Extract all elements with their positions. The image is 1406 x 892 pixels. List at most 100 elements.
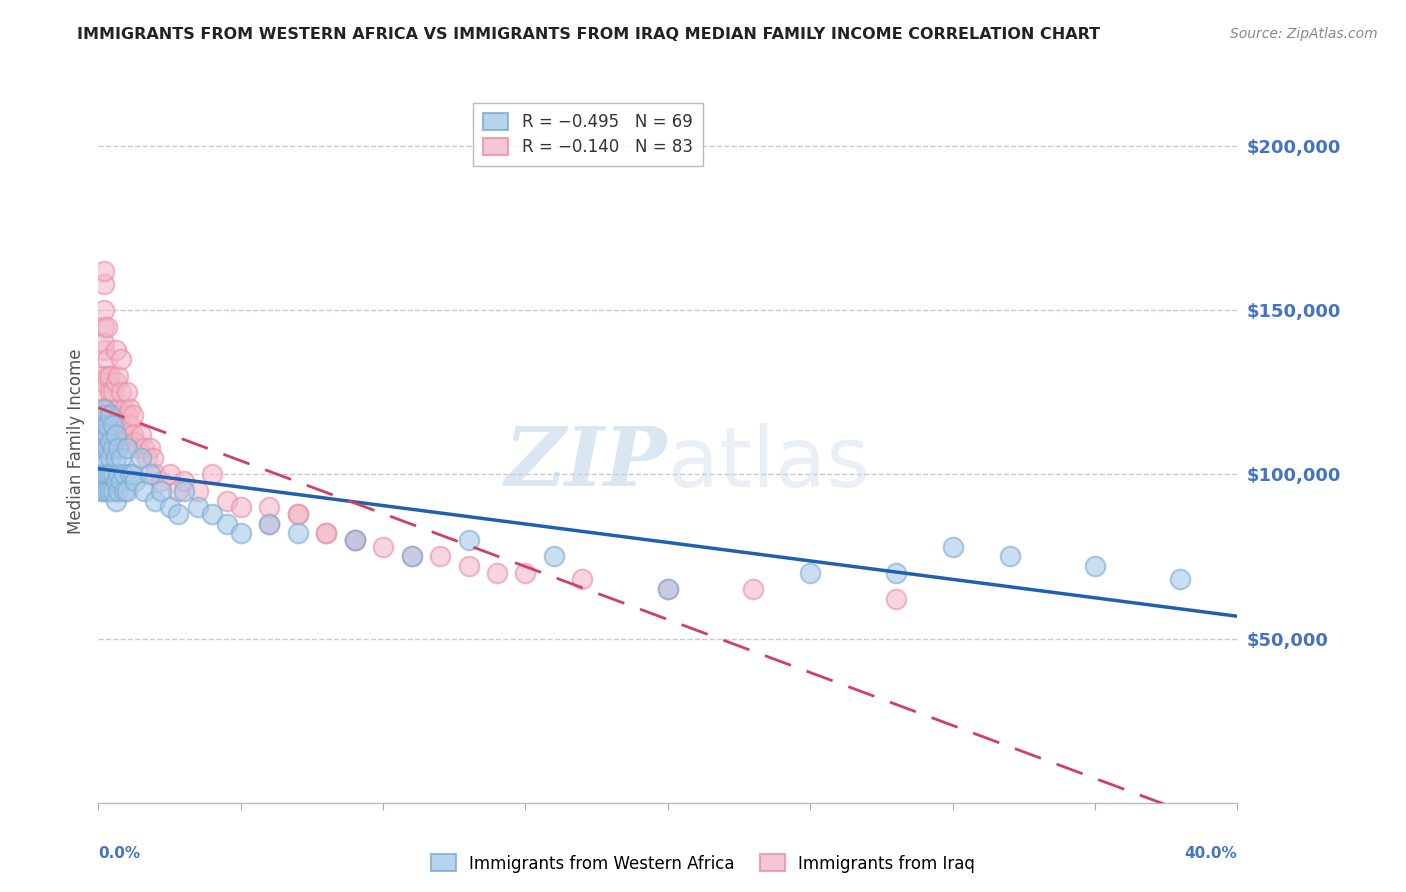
- Point: [96, 428, 118, 442]
- Point: [112, 428, 135, 442]
- Point: [259, 516, 281, 531]
- Point: [98, 409, 121, 423]
- Point: [259, 500, 281, 515]
- Point: [90, 483, 112, 498]
- Point: [145, 493, 167, 508]
- Point: [159, 500, 181, 515]
- Legend: R = −0.495   N = 69, R = −0.140   N = 83: R = −0.495 N = 69, R = −0.140 N = 83: [474, 103, 703, 166]
- Point: [107, 467, 129, 482]
- Point: [343, 533, 366, 547]
- Point: [110, 352, 132, 367]
- Point: [98, 441, 121, 455]
- Point: [201, 507, 224, 521]
- Point: [90, 385, 112, 400]
- Point: [93, 336, 115, 351]
- Point: [93, 409, 115, 423]
- Y-axis label: Median Family Income: Median Family Income: [66, 349, 84, 534]
- Point: [96, 483, 118, 498]
- Point: [90, 368, 112, 383]
- Point: [90, 467, 112, 482]
- Point: [173, 474, 195, 488]
- Point: [115, 441, 138, 455]
- Point: [98, 450, 121, 465]
- Point: [457, 533, 479, 547]
- Point: [93, 434, 115, 449]
- Point: [401, 549, 423, 564]
- Point: [107, 401, 129, 416]
- Point: [215, 516, 238, 531]
- Point: [124, 474, 146, 488]
- Point: [429, 549, 451, 564]
- Point: [942, 540, 965, 554]
- Point: [124, 434, 146, 449]
- Point: [121, 428, 143, 442]
- Point: [118, 401, 141, 416]
- Point: [96, 441, 118, 455]
- Point: [101, 467, 124, 482]
- Point: [90, 418, 112, 433]
- Point: [101, 418, 124, 433]
- Point: [115, 483, 138, 498]
- Point: [96, 368, 118, 383]
- Point: [135, 450, 157, 465]
- Point: [657, 582, 679, 597]
- Point: [884, 592, 907, 607]
- Point: [93, 441, 115, 455]
- Point: [96, 467, 118, 482]
- Point: [90, 474, 112, 488]
- Point: [543, 549, 565, 564]
- Point: [742, 582, 765, 597]
- Point: [93, 376, 115, 390]
- Point: [104, 376, 127, 390]
- Point: [127, 441, 149, 455]
- Point: [201, 467, 224, 482]
- Legend: Immigrants from Western Africa, Immigrants from Iraq: Immigrants from Western Africa, Immigran…: [425, 847, 981, 880]
- Point: [167, 507, 190, 521]
- Point: [115, 409, 138, 423]
- Point: [998, 549, 1021, 564]
- Point: [315, 526, 337, 541]
- Point: [343, 533, 366, 547]
- Point: [1170, 573, 1192, 587]
- Point: [96, 418, 118, 433]
- Point: [96, 401, 118, 416]
- Point: [107, 428, 129, 442]
- Point: [104, 418, 127, 433]
- Point: [187, 483, 209, 498]
- Point: [107, 368, 129, 383]
- Point: [93, 264, 115, 278]
- Point: [145, 467, 167, 482]
- Point: [457, 559, 479, 574]
- Point: [287, 507, 309, 521]
- Point: [229, 500, 252, 515]
- Point: [138, 441, 160, 455]
- Point: [90, 401, 112, 416]
- Point: [173, 483, 195, 498]
- Point: [229, 526, 252, 541]
- Point: [104, 450, 127, 465]
- Point: [104, 401, 127, 416]
- Point: [96, 418, 118, 433]
- Text: 0.0%: 0.0%: [98, 847, 141, 861]
- Point: [110, 450, 132, 465]
- Point: [121, 409, 143, 423]
- Text: 40.0%: 40.0%: [1184, 847, 1237, 861]
- Point: [657, 582, 679, 597]
- Point: [90, 434, 112, 449]
- Point: [799, 566, 821, 580]
- Point: [287, 526, 309, 541]
- Point: [101, 441, 124, 455]
- Point: [373, 540, 395, 554]
- Point: [486, 566, 509, 580]
- Text: atlas: atlas: [668, 423, 869, 504]
- Text: Source: ZipAtlas.com: Source: ZipAtlas.com: [1230, 27, 1378, 41]
- Point: [98, 401, 121, 416]
- Point: [90, 467, 112, 482]
- Point: [115, 385, 138, 400]
- Point: [93, 450, 115, 465]
- Point: [93, 467, 115, 482]
- Point: [150, 474, 173, 488]
- Point: [110, 474, 132, 488]
- Point: [93, 483, 115, 498]
- Point: [90, 418, 112, 433]
